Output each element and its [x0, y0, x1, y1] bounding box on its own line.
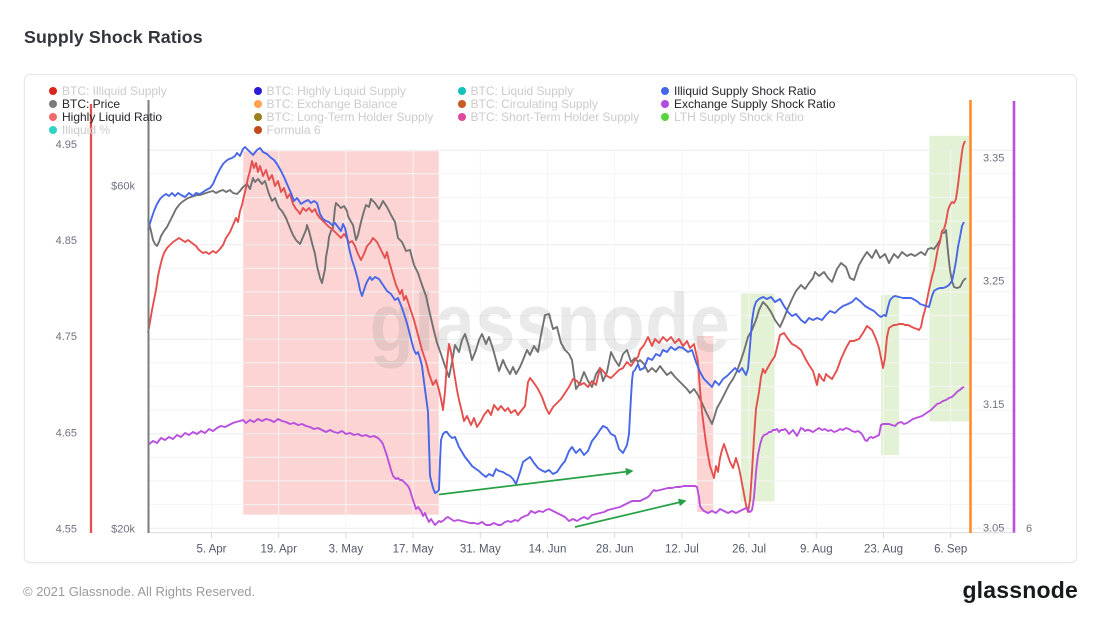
svg-text:3. May: 3. May: [329, 544, 364, 556]
svg-text:17. May: 17. May: [393, 544, 434, 556]
svg-text:4.55: 4.55: [56, 524, 77, 536]
svg-text:3.35: 3.35: [983, 152, 1004, 164]
svg-text:9. Aug: 9. Aug: [800, 544, 833, 556]
svg-text:3.05: 3.05: [983, 523, 1004, 535]
svg-text:31. May: 31. May: [460, 544, 501, 556]
svg-text:19. Apr: 19. Apr: [260, 544, 297, 556]
svg-text:3.25: 3.25: [983, 276, 1004, 288]
svg-text:4.95: 4.95: [56, 139, 77, 151]
svg-text:6. Sep: 6. Sep: [934, 544, 967, 556]
svg-text:23. Aug: 23. Aug: [864, 544, 903, 556]
svg-text:26. Jul: 26. Jul: [732, 544, 766, 556]
svg-text:4.75: 4.75: [56, 331, 77, 343]
svg-text:$20k: $20k: [111, 523, 135, 535]
svg-text:12. Jul: 12. Jul: [665, 544, 699, 556]
svg-text:3.15: 3.15: [983, 399, 1004, 411]
svg-text:5. Apr: 5. Apr: [196, 544, 226, 556]
svg-text:4.65: 4.65: [56, 427, 77, 439]
svg-text:6: 6: [1026, 523, 1032, 535]
svg-text:14. Jun: 14. Jun: [529, 544, 567, 556]
svg-text:28. Jun: 28. Jun: [596, 544, 634, 556]
svg-text:$60k: $60k: [111, 180, 135, 192]
svg-text:glassnode: glassnode: [370, 277, 731, 369]
svg-text:4.85: 4.85: [56, 235, 77, 247]
